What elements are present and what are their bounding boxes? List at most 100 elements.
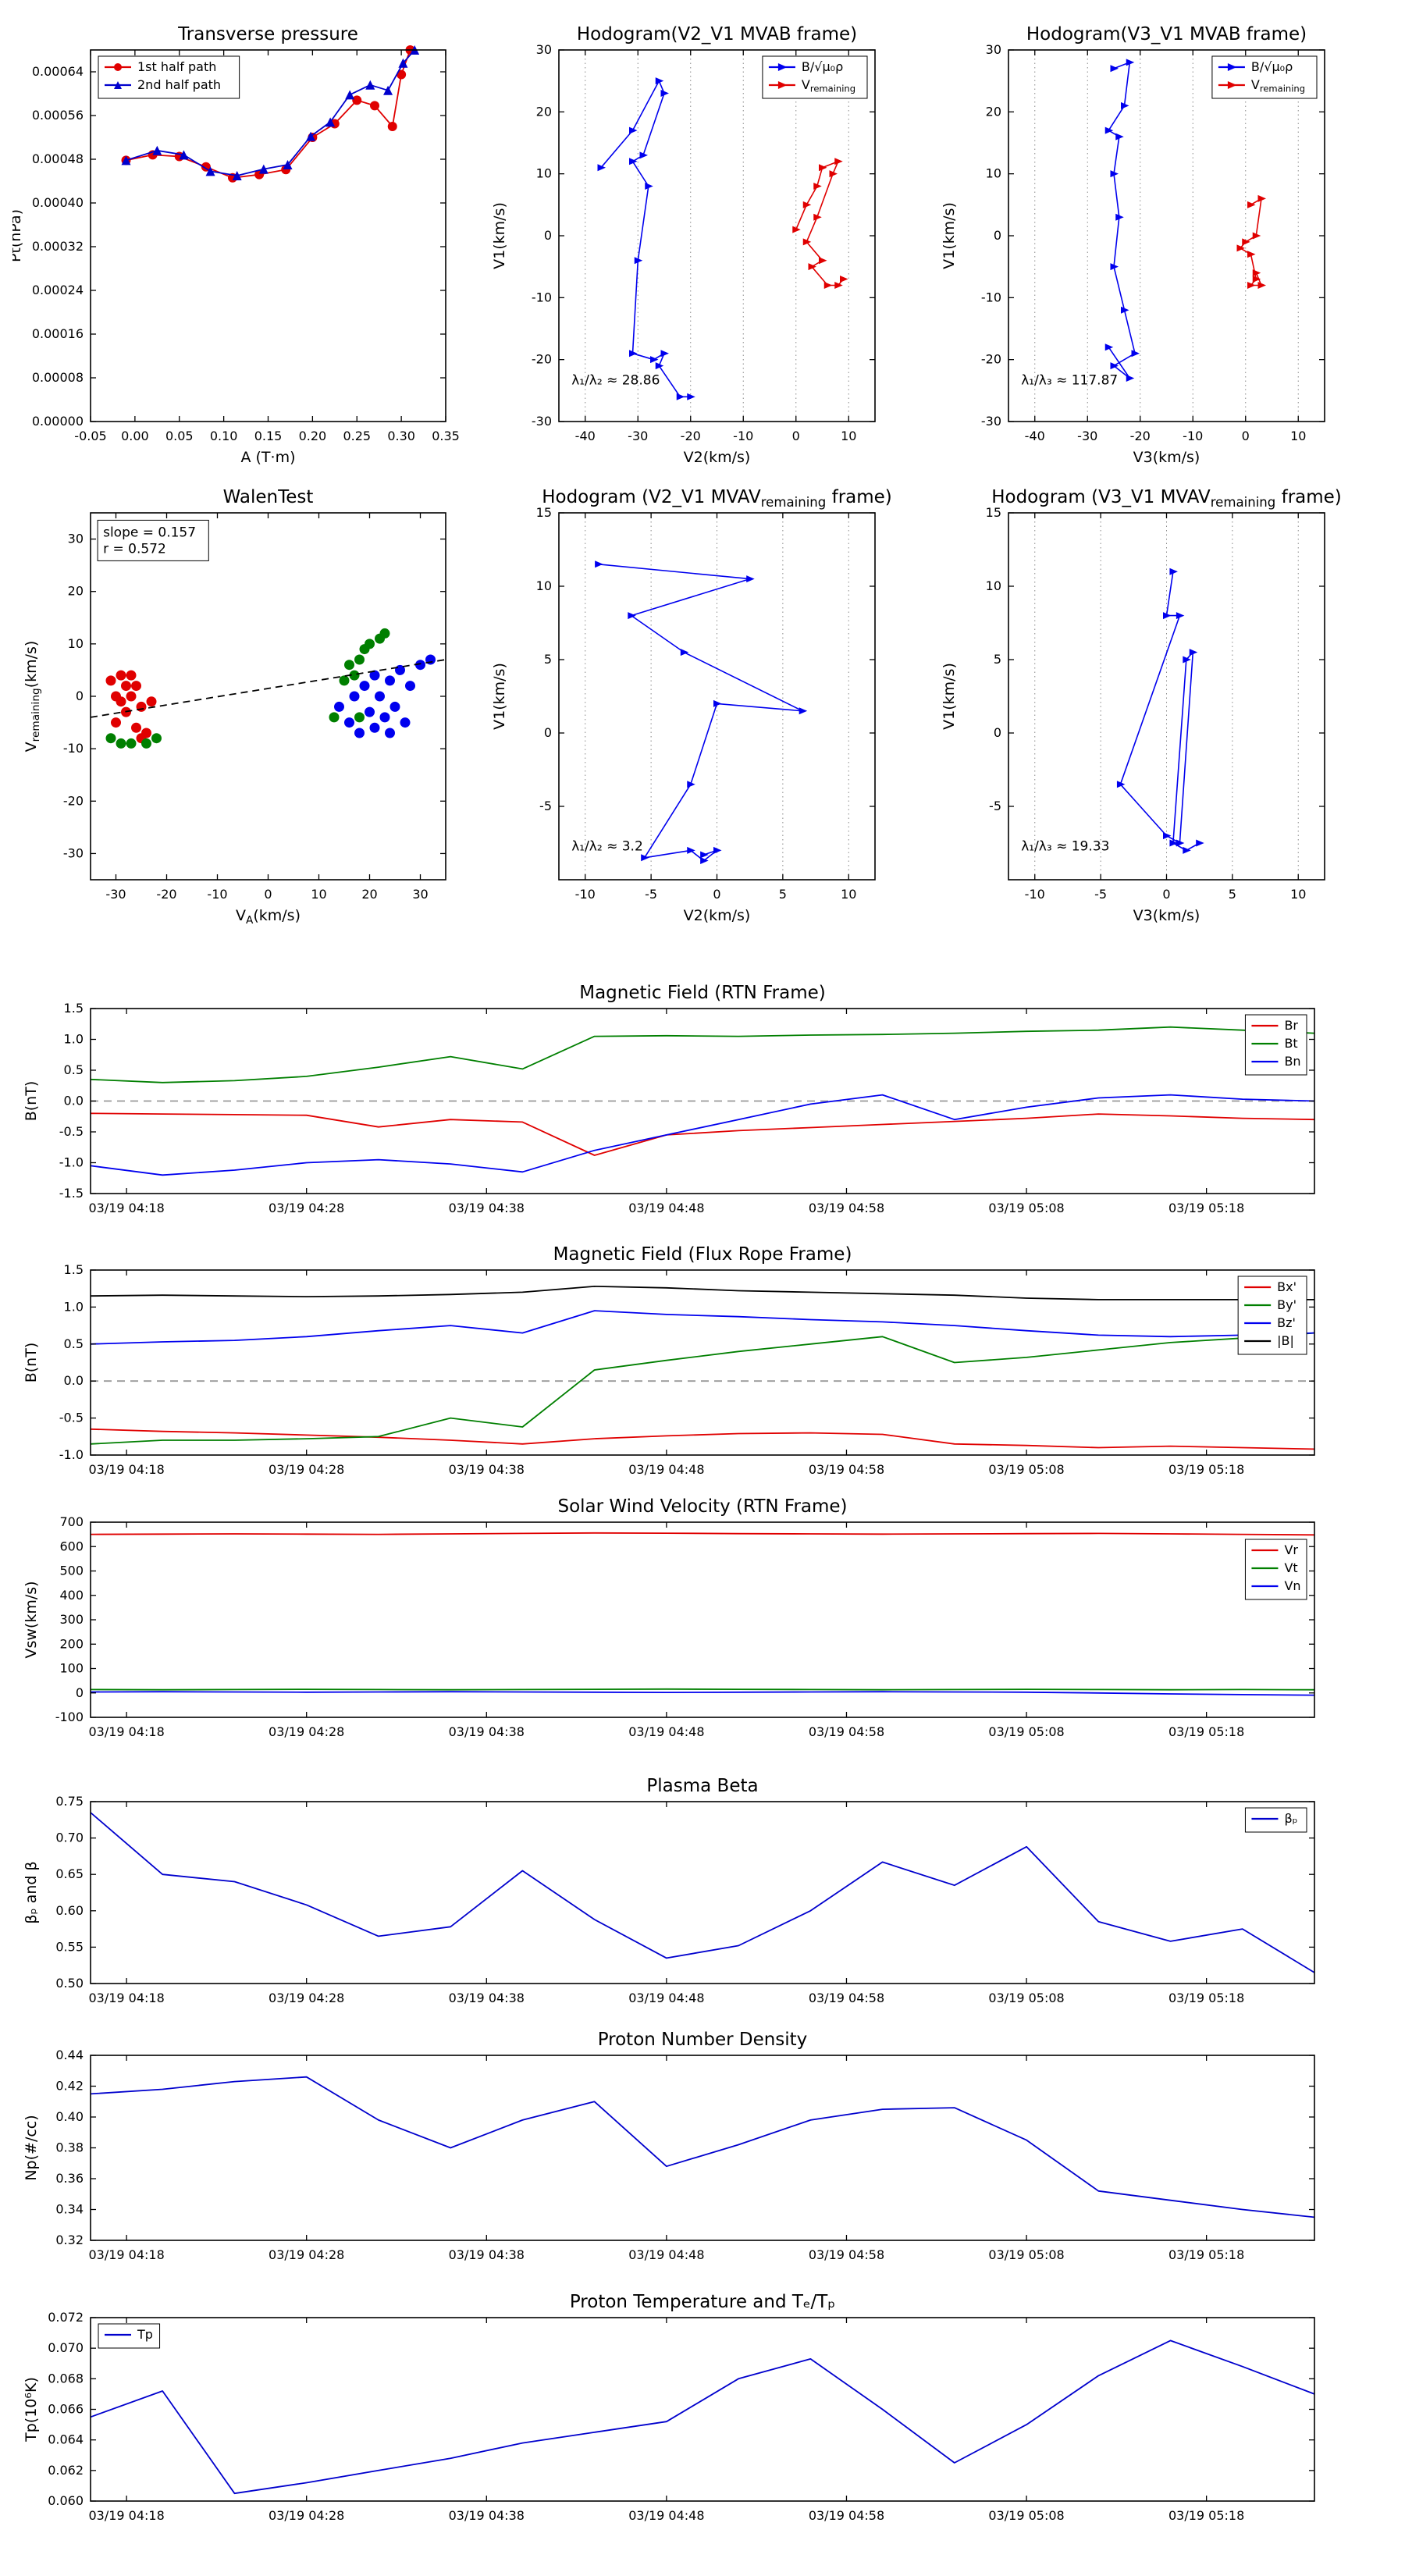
svg-text:03/19 04:28: 03/19 04:28 <box>269 2247 344 2262</box>
svg-text:-0.5: -0.5 <box>59 1411 84 1425</box>
svg-text:Magnetic Field (Flux Rope Fram: Magnetic Field (Flux Rope Frame) <box>553 1244 852 1265</box>
chart-hodogram-v2v1-mvav: -10 -5 0 5 10 -5 0 5 10 15 Hodogram (V2_V1 MVAVrem… <box>481 478 892 925</box>
svg-text:0.072: 0.072 <box>48 2310 84 2325</box>
svg-text:-40: -40 <box>1025 429 1045 443</box>
svg-text:0.60: 0.60 <box>55 1903 84 1918</box>
svg-text:10: 10 <box>841 887 856 902</box>
svg-text:0.10: 0.10 <box>210 429 238 443</box>
svg-text:03/19 04:48: 03/19 04:48 <box>628 2508 704 2523</box>
svg-text:03/19 04:38: 03/19 04:38 <box>449 1724 525 1739</box>
svg-text:0.25: 0.25 <box>343 429 371 443</box>
chart-hodogram-v3v1-mvab: -40 -30 -20 -10 0 10 -30 -20 -10 0 10 20 30 Hodogram(… <box>930 15 1340 467</box>
svg-text:0: 0 <box>1162 887 1170 902</box>
svg-text:Hodogram(V3_V1 MVAB frame): Hodogram(V3_V1 MVAB frame) <box>1026 24 1307 44</box>
svg-text:15: 15 <box>986 505 1001 520</box>
svg-text:Proton Number Density: Proton Number Density <box>598 2030 808 2050</box>
svg-text:Pt(nPa): Pt(nPa) <box>12 209 24 262</box>
svg-text:0.064: 0.064 <box>48 2432 84 2447</box>
svg-text:-1.5: -1.5 <box>59 1186 84 1201</box>
svg-text:03/19 04:58: 03/19 04:58 <box>809 1201 884 1215</box>
svg-text:-30: -30 <box>63 845 84 860</box>
svg-text:Bn: Bn <box>1284 1054 1300 1069</box>
chart-magnetic-field-flux-rope: 03/19 04:18 03/19 04:28 03/19 04:38 03/19 0… <box>12 1235 1330 1500</box>
chart-transverse-pressure: -0.05 0.00 0.05 0.10 0.15 0.20 0.25 0.30 0.35 0.0… <box>7 15 461 467</box>
svg-text:Vt: Vt <box>1284 1560 1297 1575</box>
svg-text:30: 30 <box>986 42 1001 57</box>
svg-text:B(nT): B(nT) <box>23 1081 40 1122</box>
svg-text:10: 10 <box>986 578 1001 593</box>
svg-text:03/19 04:58: 03/19 04:58 <box>809 2508 884 2523</box>
svg-text:V3(km/s): V3(km/s) <box>1133 449 1200 466</box>
svg-text:1.5: 1.5 <box>64 1262 84 1277</box>
svg-text:03/19 04:58: 03/19 04:58 <box>809 1462 884 1477</box>
svg-text:03/19 05:18: 03/19 05:18 <box>1168 1991 1244 2005</box>
svg-text:0.00016: 0.00016 <box>32 326 84 341</box>
svg-text:Tp: Tp <box>137 2327 153 2342</box>
svg-text:Vremaining(km/s): Vremaining(km/s) <box>23 641 42 753</box>
svg-text:0.5: 0.5 <box>64 1062 84 1077</box>
svg-text:-5: -5 <box>539 799 552 813</box>
svg-text:0.00000: 0.00000 <box>32 414 84 429</box>
svg-text:03/19 04:28: 03/19 04:28 <box>269 2508 344 2523</box>
svg-text:V1(km/s): V1(km/s) <box>491 663 508 730</box>
svg-text:0.40: 0.40 <box>55 2109 84 2124</box>
svg-text:-20: -20 <box>681 429 701 443</box>
svg-text:0.00056: 0.00056 <box>32 108 84 123</box>
svg-text:-30: -30 <box>105 887 126 902</box>
svg-text:Bt: Bt <box>1284 1036 1297 1051</box>
svg-text:03/19 04:28: 03/19 04:28 <box>269 1724 344 1739</box>
svg-text:03/19 04:38: 03/19 04:38 <box>449 2247 525 2262</box>
svg-text:20: 20 <box>986 104 1001 119</box>
walen-test-svg: -30 -20 -10 0 10 20 30 -30 -20 -10 0 10 20 30 WalenTes… <box>23 487 446 927</box>
svg-text:-30: -30 <box>532 414 552 429</box>
svg-text:03/19 04:28: 03/19 04:28 <box>269 1991 344 2005</box>
svg-text:0: 0 <box>264 887 272 902</box>
svg-text:100: 100 <box>59 1661 84 1676</box>
svg-text:0.44: 0.44 <box>55 2048 84 2062</box>
svg-text:03/19 04:48: 03/19 04:48 <box>628 1201 704 1215</box>
svg-text:0.05: 0.05 <box>165 429 194 443</box>
svg-text:-30: -30 <box>981 414 1001 429</box>
svg-text:Hodogram(V2_V1 MVAB frame): Hodogram(V2_V1 MVAB frame) <box>577 24 857 44</box>
svg-text:700: 700 <box>59 1514 84 1529</box>
svg-text:0.50: 0.50 <box>55 1976 84 1991</box>
svg-text:A (T·m): A (T·m) <box>240 449 295 466</box>
svg-text:0: 0 <box>544 725 552 740</box>
svg-text:5: 5 <box>994 652 1001 667</box>
svg-text:-10: -10 <box>575 887 596 902</box>
svg-text:0.060: 0.060 <box>48 2493 84 2508</box>
chart-proton-number-density: 03/19 04:18 03/19 04:28 03/19 04:38 03/19 0… <box>12 2020 1330 2286</box>
svg-text:0.15: 0.15 <box>254 429 283 443</box>
svg-text:10: 10 <box>536 166 552 181</box>
svg-text:5: 5 <box>1229 887 1236 902</box>
svg-text:1.0: 1.0 <box>64 1032 84 1047</box>
svg-text:Np(#/cc): Np(#/cc) <box>23 2115 40 2180</box>
svg-text:03/19 05:08: 03/19 05:08 <box>988 1462 1064 1477</box>
svg-text:Br: Br <box>1284 1018 1298 1033</box>
svg-text:5: 5 <box>779 887 787 902</box>
svg-text:03/19 04:18: 03/19 04:18 <box>88 2247 164 2262</box>
svg-text:03/19 04:18: 03/19 04:18 <box>88 1201 164 1215</box>
svg-text:-0.05: -0.05 <box>74 429 106 443</box>
svg-text:0.36: 0.36 <box>55 2171 84 2186</box>
svg-text:03/19 04:18: 03/19 04:18 <box>88 1991 164 2005</box>
hodogram-v2v1-mvab-svg: -40 -30 -20 -10 0 10 -30 -20 -10 0 10 20 30 Hodogram(… <box>491 24 876 466</box>
svg-text:0: 0 <box>994 725 1001 740</box>
svg-text:2nd half path: 2nd half path <box>137 77 221 92</box>
svg-text:0.070: 0.070 <box>48 2340 84 2355</box>
svg-text:03/19 04:48: 03/19 04:48 <box>628 1991 704 2005</box>
chart-hodogram-v2v1-mvab: -40 -30 -20 -10 0 10 -30 -20 -10 0 10 20 30 Hodogram(… <box>481 15 891 467</box>
svg-text:0.75: 0.75 <box>55 1794 84 1809</box>
svg-text:Vremaining: Vremaining <box>1251 77 1305 94</box>
svg-text:λ₁/λ₂ ≈ 28.86: λ₁/λ₂ ≈ 28.86 <box>571 372 660 388</box>
svg-text:0.55: 0.55 <box>55 1939 84 1954</box>
solar-wind-velocity-svg: 03/19 04:18 03/19 04:28 03/19 04:38 03/19 0… <box>23 1496 1315 1739</box>
svg-text:Hodogram (V2_V1 MVAVremaining: Hodogram (V2_V1 MVAVremaining frame) <box>542 487 891 510</box>
svg-text:B(nT): B(nT) <box>23 1343 40 1383</box>
svg-text:0.0: 0.0 <box>64 1094 84 1108</box>
svg-text:0.20: 0.20 <box>299 429 327 443</box>
svg-text:-1.0: -1.0 <box>59 1447 84 1462</box>
chart-hodogram-v3v1-mvav: -10 -5 0 5 10 -5 0 5 10 15 Hodogram (V3_V1 MVAVrem… <box>930 478 1342 925</box>
svg-text:30: 30 <box>68 532 84 546</box>
